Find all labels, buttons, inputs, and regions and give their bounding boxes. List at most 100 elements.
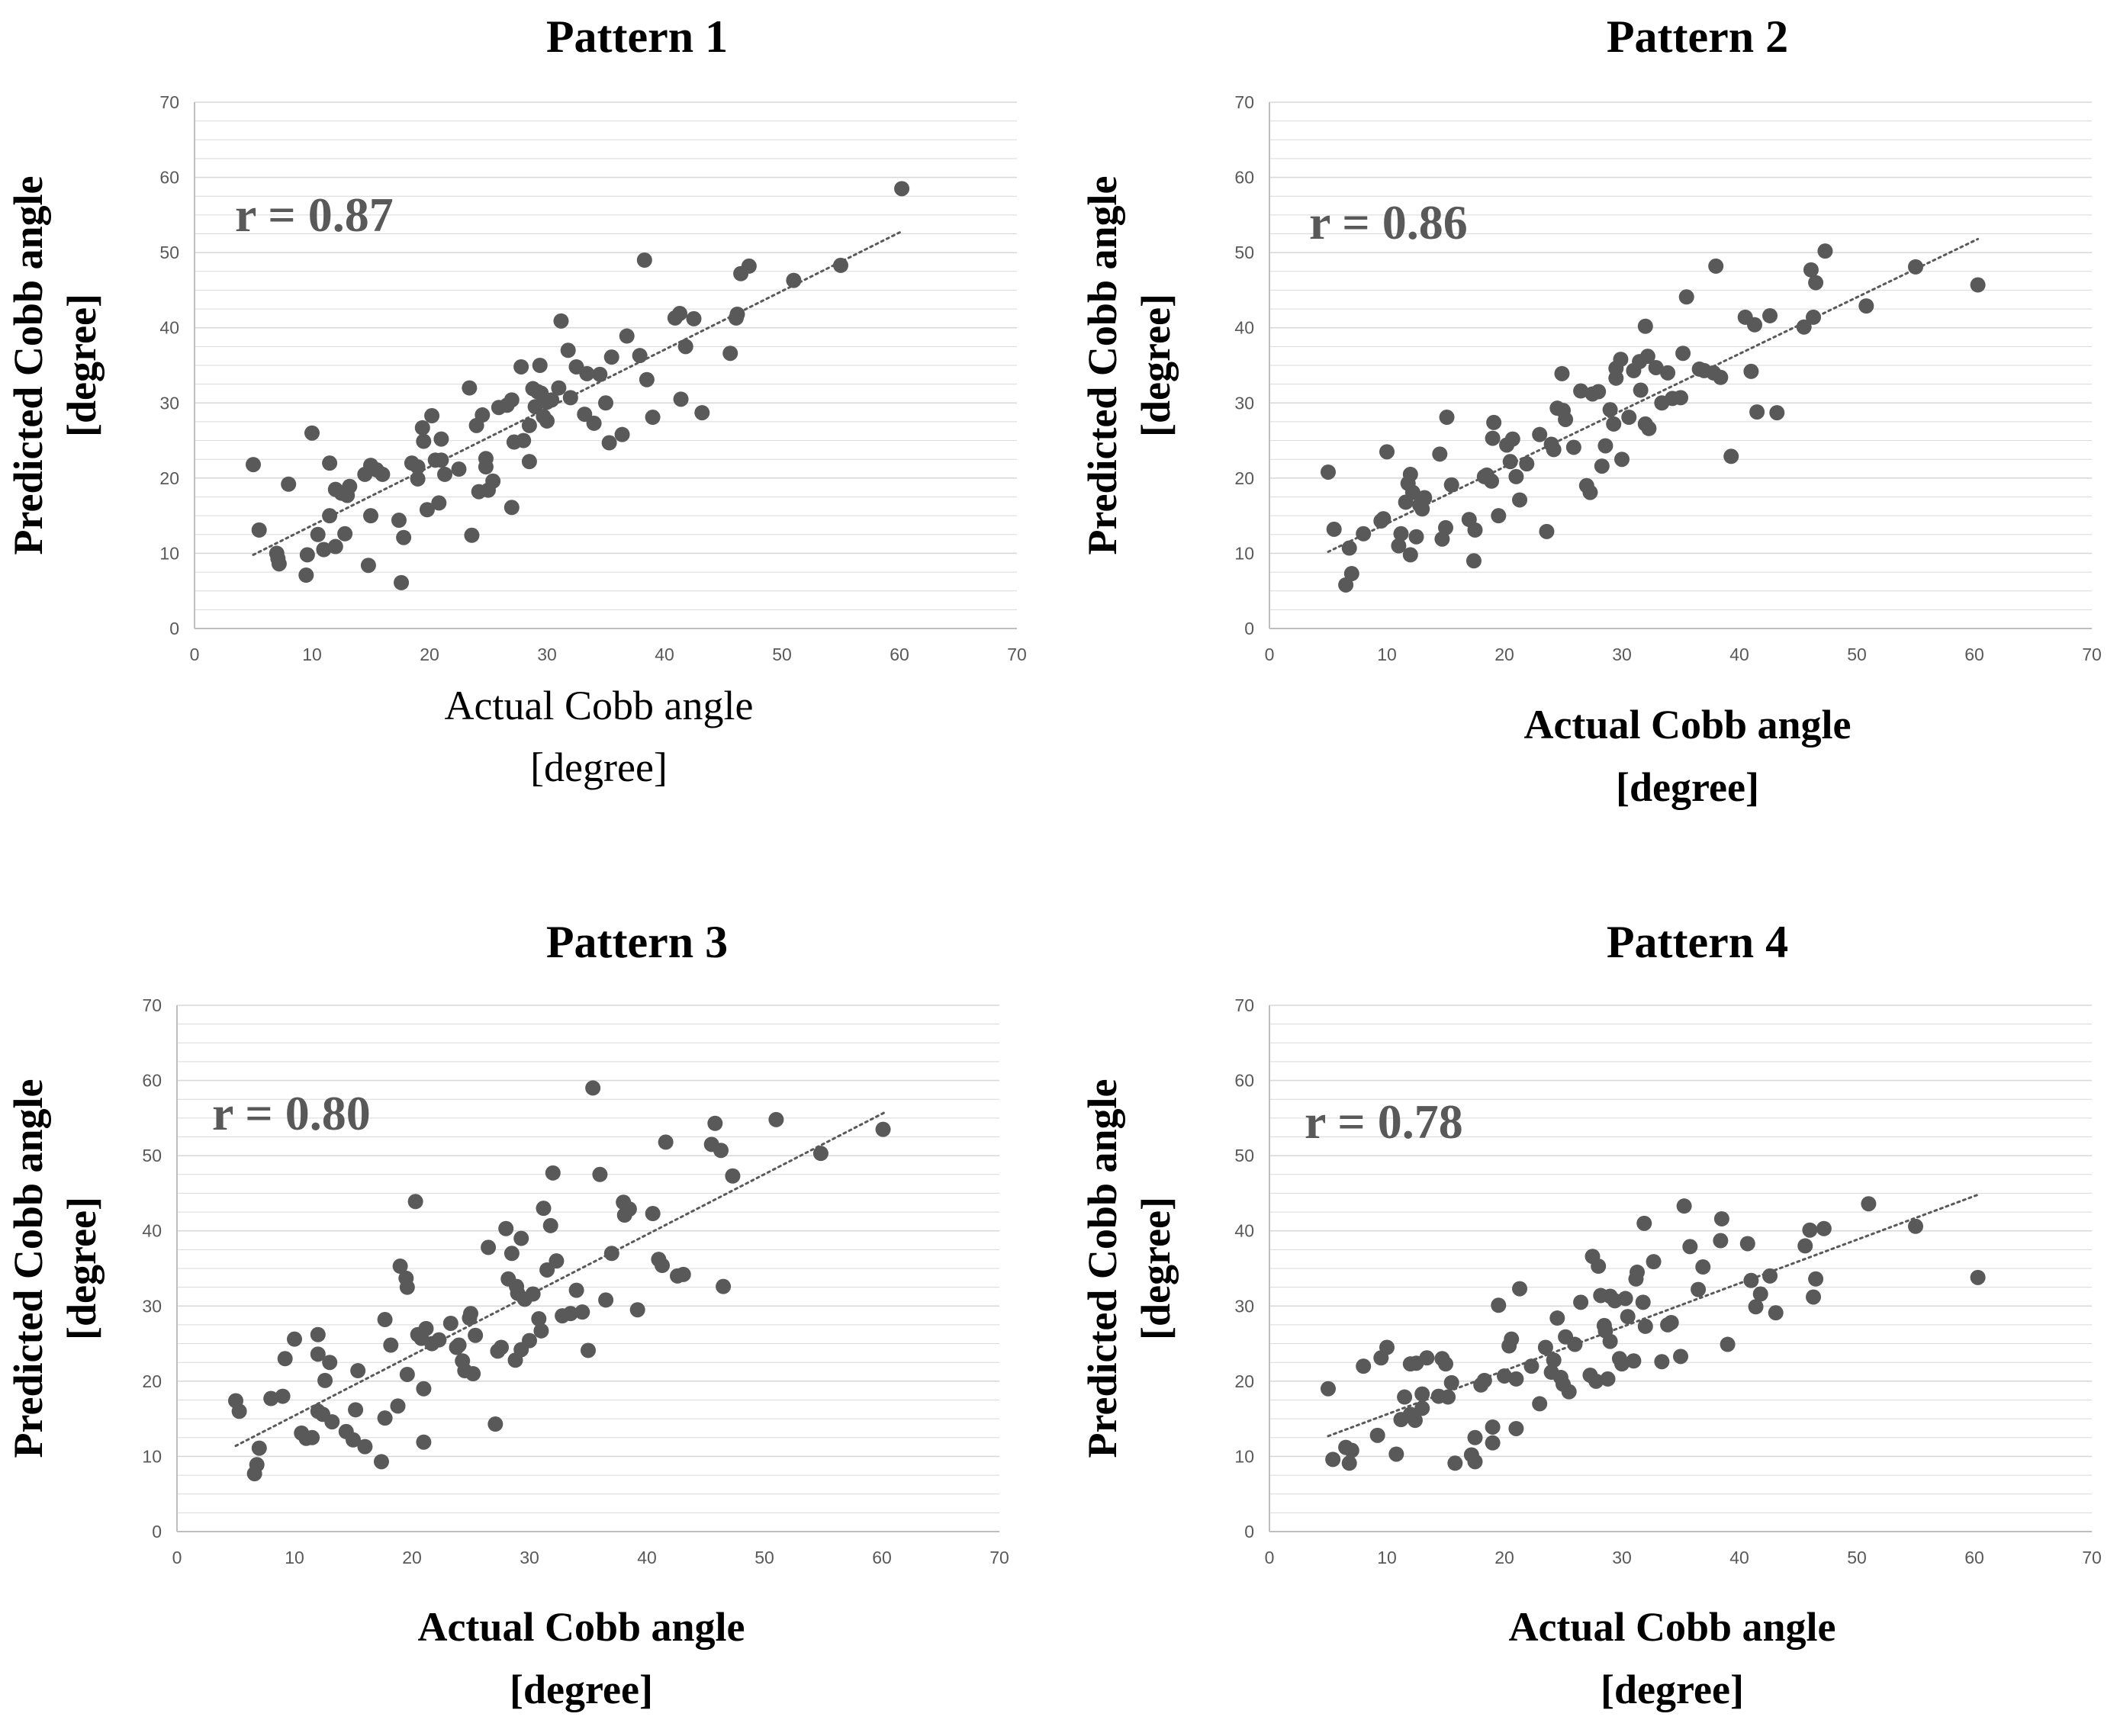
- data-point: [1660, 365, 1676, 381]
- data-point: [1673, 390, 1688, 406]
- data-point: [271, 556, 287, 572]
- data-point: [433, 431, 449, 447]
- data-point: [399, 1366, 415, 1382]
- data-point: [299, 547, 315, 563]
- data-point: [1802, 1222, 1818, 1238]
- chart-panel-3: 0 10 20 30 40 50 60 70 0 10 20 30 40 50 60 70 Pattern 3 P…: [5, 917, 1009, 1712]
- data-point: [716, 1278, 732, 1294]
- data-point: [533, 1323, 549, 1339]
- data-point: [1713, 1210, 1729, 1226]
- data-point: [1602, 1333, 1618, 1349]
- y-tick-label: 40: [159, 318, 179, 338]
- chart-title: Pattern 3: [546, 917, 728, 967]
- data-point: [1338, 577, 1354, 593]
- x-tick-label: 70: [2082, 1548, 2102, 1567]
- data-point: [310, 526, 326, 542]
- x-tick-label: 30: [1612, 645, 1632, 664]
- data-point: [231, 1403, 247, 1419]
- data-point: [1438, 1356, 1453, 1372]
- data-point: [1806, 1289, 1822, 1305]
- x-tick-label: 50: [772, 645, 792, 664]
- y-axis-label-line: Predicted Cobb angle: [5, 176, 51, 555]
- data-point: [568, 1282, 584, 1298]
- x-tick-label: 70: [1007, 645, 1027, 664]
- data-point: [1663, 1314, 1679, 1330]
- data-point: [1582, 484, 1598, 500]
- trendline: [252, 230, 905, 556]
- data-point: [539, 1262, 555, 1278]
- chart-panel-2: 0 10 20 30 40 50 60 70 0 10 20 30 40 50 60 70 Pattern 2 P…: [1079, 11, 2102, 810]
- data-point: [1519, 456, 1535, 472]
- data-point: [1343, 1442, 1359, 1458]
- data-point: [513, 358, 529, 375]
- data-point: [410, 471, 426, 487]
- x-axis-label: Actual Cobb angle: [1508, 1604, 1835, 1650]
- x-tick-label: 30: [520, 1548, 539, 1567]
- x-tick-label: 70: [2082, 645, 2102, 664]
- data-point: [1508, 468, 1524, 484]
- data-point: [418, 1320, 434, 1336]
- data-point: [1402, 547, 1418, 563]
- data-point: [481, 1239, 497, 1255]
- data-point: [1682, 1239, 1698, 1255]
- data-point: [1646, 1254, 1662, 1270]
- y-axis-label-line: [degree]: [59, 1197, 105, 1340]
- data-point: [1502, 454, 1518, 470]
- data-point: [322, 455, 338, 471]
- data-point: [531, 1311, 547, 1327]
- y-axis-label-line: Predicted Cobb angle: [1079, 1079, 1125, 1458]
- data-point: [1414, 1386, 1430, 1402]
- data-point: [636, 252, 652, 268]
- data-point: [416, 1434, 432, 1450]
- data-point: [310, 1326, 326, 1342]
- data-point: [1491, 508, 1507, 524]
- data-point: [451, 1337, 467, 1353]
- x-tick-label: 40: [637, 1548, 657, 1567]
- y-tick-label: 40: [1234, 1221, 1254, 1241]
- data-point: [1321, 1381, 1336, 1397]
- data-point: [1641, 420, 1657, 436]
- data-point: [322, 1355, 338, 1371]
- data-point: [1695, 1259, 1711, 1275]
- data-point: [1325, 1451, 1341, 1468]
- y-tick-label: 60: [1234, 168, 1254, 188]
- y-axis-label: Predicted Cobb angle [degree]: [1079, 1079, 1179, 1458]
- x-axis-label: [degree]: [1601, 1667, 1744, 1712]
- data-point: [1691, 1281, 1707, 1297]
- y-axis-label-line: [degree]: [1133, 1197, 1179, 1340]
- data-point: [1419, 1350, 1435, 1366]
- data-point: [833, 257, 848, 273]
- data-point: [463, 1306, 478, 1322]
- data-point: [324, 1414, 340, 1430]
- x-tick-label: 10: [1377, 1548, 1397, 1567]
- data-point: [1970, 1269, 1986, 1285]
- data-point: [1486, 414, 1502, 430]
- data-point: [553, 313, 569, 329]
- data-point: [629, 1302, 645, 1318]
- trendline: [234, 1111, 887, 1448]
- data-point: [621, 1201, 637, 1217]
- data-point: [1637, 1318, 1653, 1334]
- data-point: [1388, 1446, 1404, 1462]
- data-point: [1485, 430, 1501, 446]
- data-point: [1673, 1349, 1688, 1365]
- data-point: [350, 1363, 366, 1379]
- data-point: [391, 513, 407, 529]
- data-point: [251, 1440, 267, 1456]
- data-point: [812, 1146, 828, 1162]
- data-point: [1796, 319, 1812, 335]
- data-point: [377, 1312, 393, 1328]
- y-tick-label: 10: [1234, 543, 1254, 563]
- data-point: [603, 1246, 619, 1262]
- y-tick-label: 20: [159, 468, 179, 488]
- data-point: [525, 1286, 541, 1302]
- data-point: [1508, 1371, 1524, 1387]
- data-point: [363, 508, 378, 524]
- data-point: [465, 1366, 481, 1381]
- data-point: [281, 476, 297, 492]
- data-point: [1476, 1372, 1492, 1388]
- data-point: [655, 1258, 671, 1274]
- data-point: [1713, 1233, 1729, 1249]
- data-point: [1508, 1420, 1524, 1436]
